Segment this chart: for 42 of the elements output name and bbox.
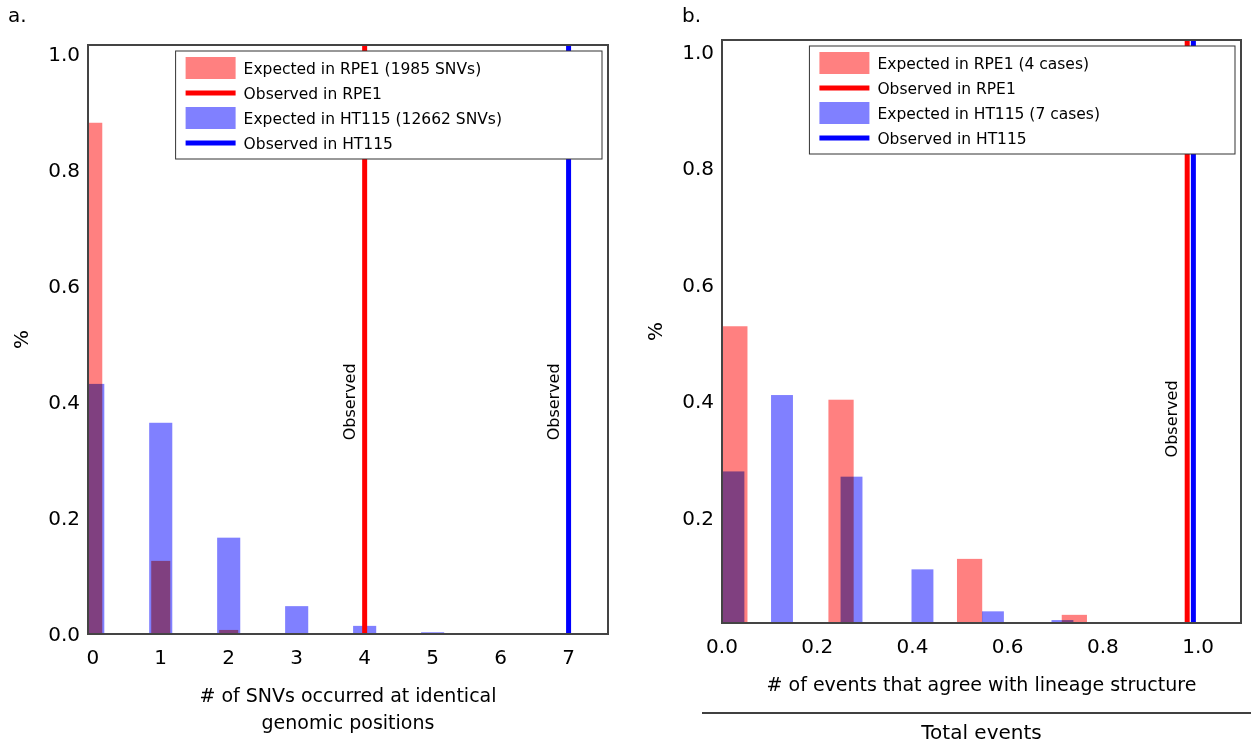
text: Total events: [920, 720, 1042, 744]
y-tick-label: 0.2: [682, 506, 714, 531]
x-tick-label: 0.2: [801, 634, 834, 658]
annotation: Observed: [339, 363, 359, 441]
x-tick-label: 7: [562, 645, 575, 669]
chart-title: a.: [8, 3, 27, 27]
x-tick-label: 2: [222, 645, 236, 669]
y-axis-title: %: [643, 321, 667, 342]
chart-title: b.: [682, 3, 702, 27]
y-tick-label: 0.2: [48, 505, 80, 530]
x-tick-label: 0.6: [991, 634, 1024, 658]
legend-label: Expected in HT115 (7 cases): [877, 105, 1100, 123]
x-tick-label: 6: [494, 645, 507, 669]
legend-label: Observed in HT115: [877, 130, 1027, 148]
x-tick-label: 0: [86, 645, 100, 669]
x-tick-label: 0.8: [1087, 634, 1119, 658]
legend-label: Expected in RPE1 (1985 SNVs): [243, 60, 482, 78]
annotation: Observed: [1162, 380, 1182, 458]
y-tick-label: 0.6: [48, 273, 80, 298]
y-tick-label: 1.0: [682, 39, 714, 64]
x-tick-label: 4: [358, 645, 372, 669]
legend-label: Observed in HT115: [243, 135, 393, 153]
y-tick-label: 0.6: [682, 272, 714, 297]
x-tick-label: 1: [154, 645, 168, 669]
y-tick-label: 0.4: [682, 389, 714, 414]
x-tick-label: 3: [290, 645, 304, 669]
legend-label: Observed in RPE1: [877, 80, 1016, 98]
y-tick-label: 1.0: [48, 41, 80, 66]
x-axis-title: # of events that agree with lineage structure: [766, 673, 1197, 695]
y-tick-label: 0.4: [48, 389, 80, 414]
y-tick-label: 0.8: [682, 156, 714, 181]
legend-label: Observed in RPE1: [243, 85, 382, 103]
y-axis-title: %: [9, 329, 33, 350]
annotation: Observed: [543, 363, 563, 441]
x-tick-label: 5: [426, 645, 439, 669]
x-tick-label: 0.0: [706, 634, 738, 658]
y-tick-label: 0.8: [48, 157, 80, 182]
x-tick-label: 1.0: [1182, 634, 1215, 658]
legend-label: Expected in RPE1 (4 cases): [877, 55, 1090, 73]
legend-label: Expected in HT115 (12662 SNVs): [243, 110, 502, 128]
x-tick-label: 0.4: [896, 634, 929, 658]
x-axis-title: # of SNVs occurred at identical genomic positions: [199, 684, 497, 733]
